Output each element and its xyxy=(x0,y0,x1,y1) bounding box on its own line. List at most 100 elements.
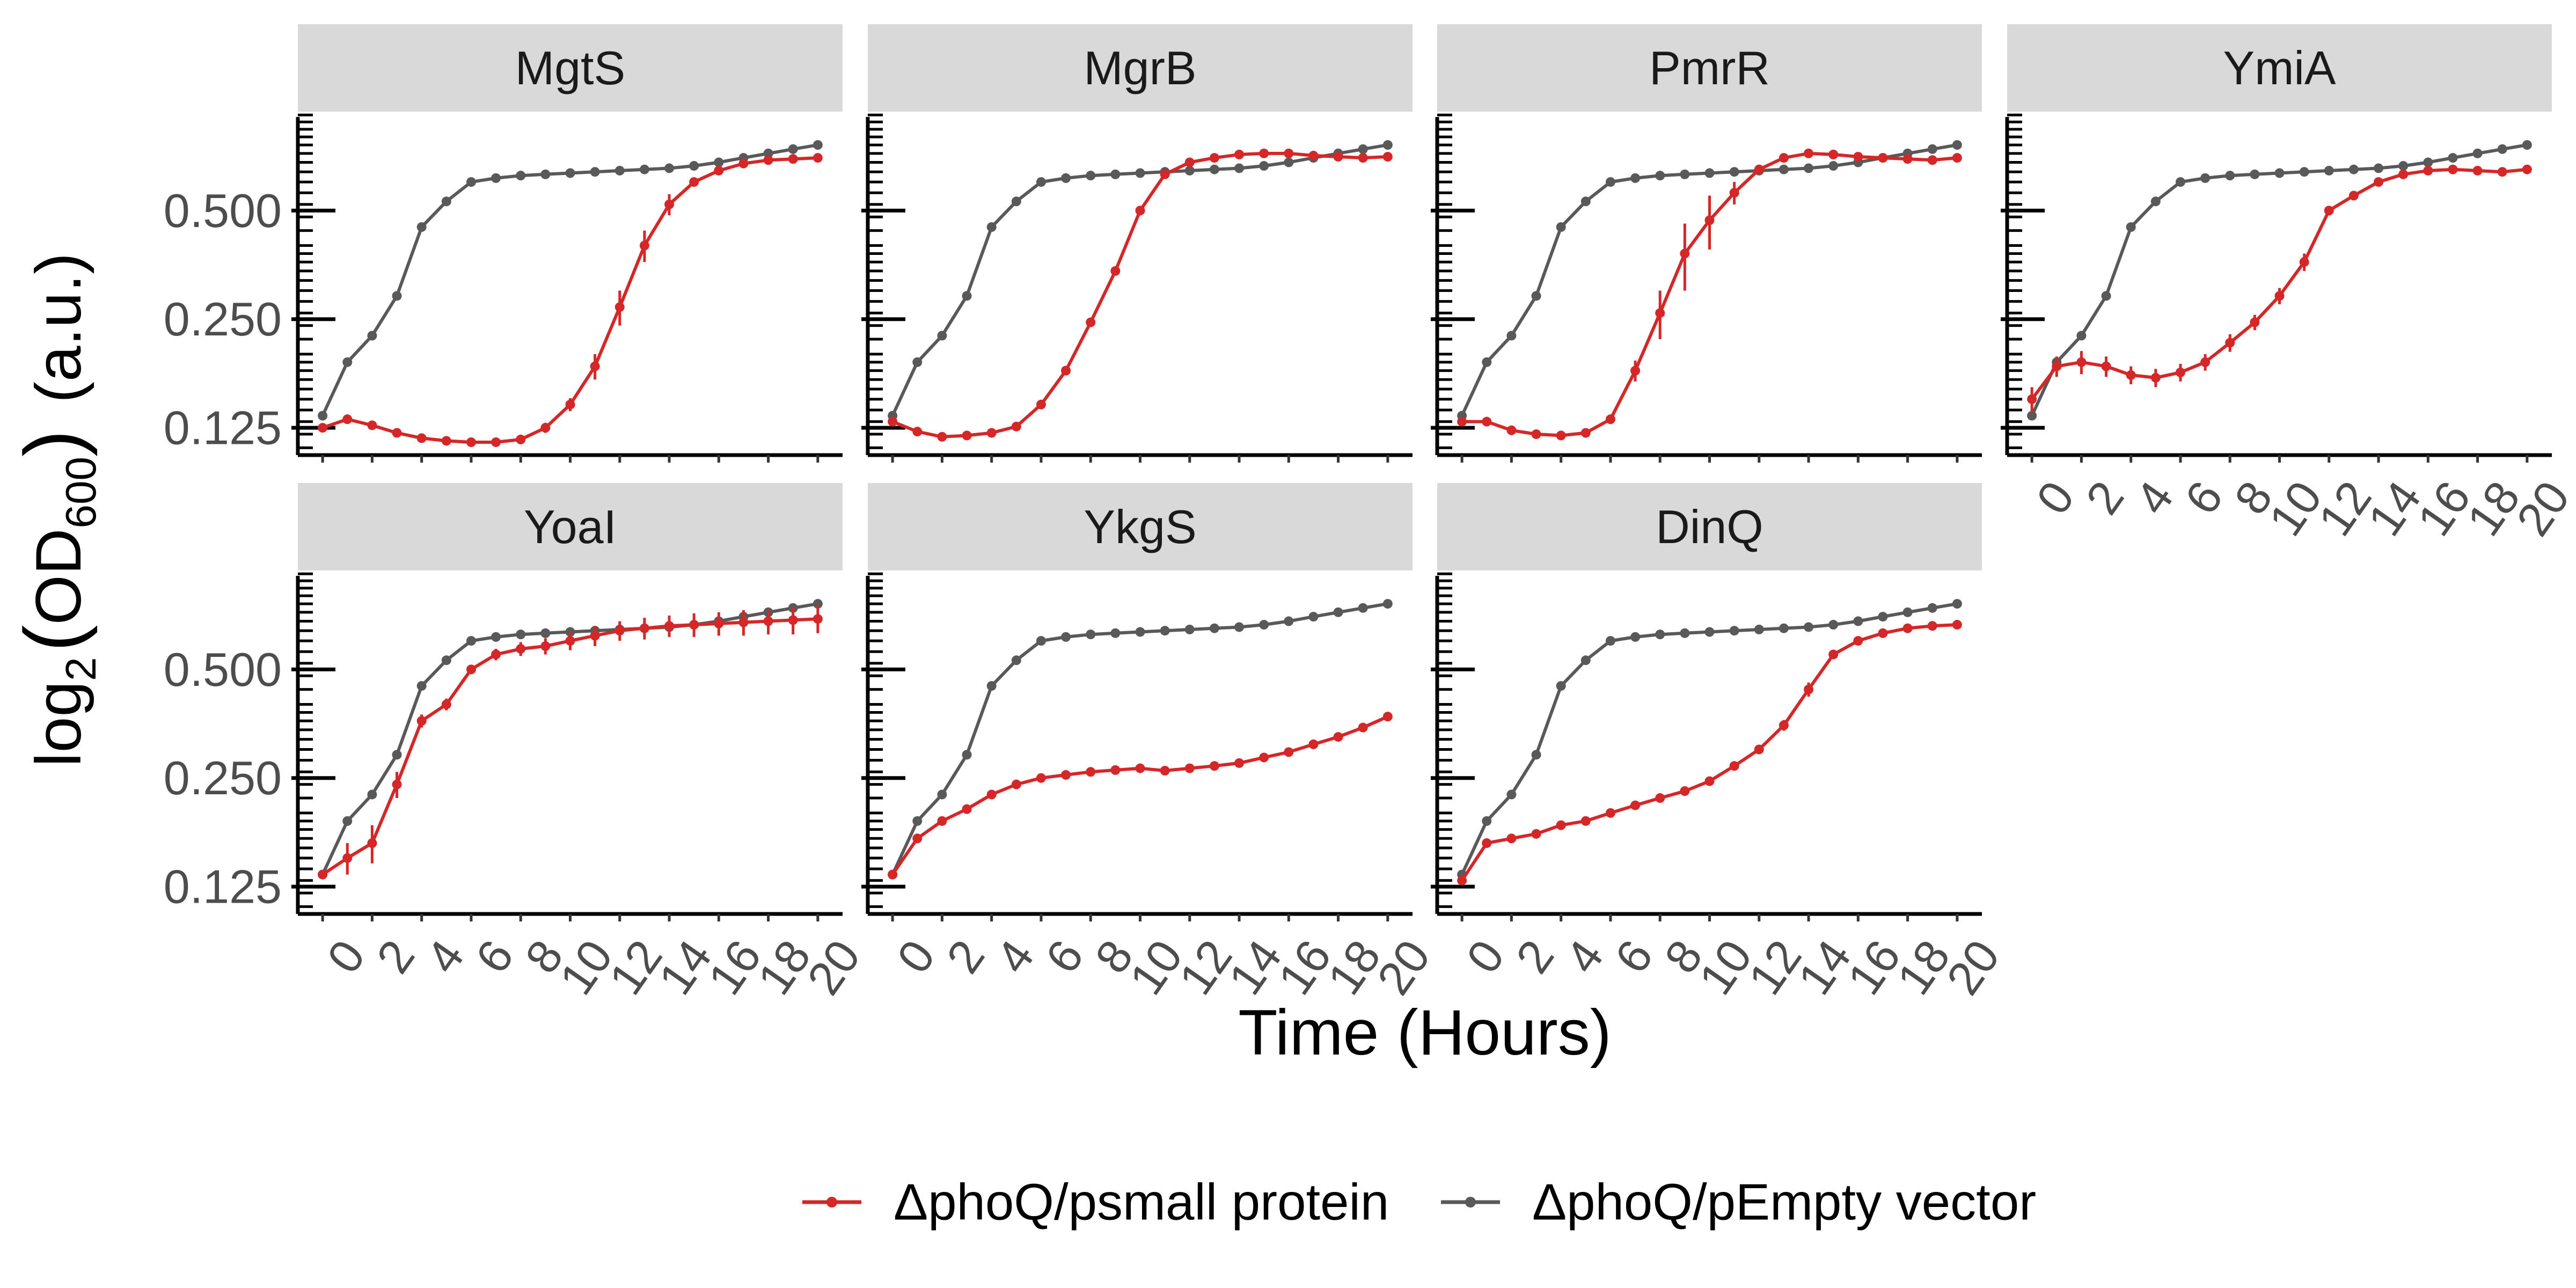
data-point xyxy=(491,173,501,183)
y-axis-title-od-sub: 600 xyxy=(57,457,105,528)
data-point xyxy=(1382,151,1393,162)
svg-text:log2(OD600)(a.u.): log2 (OD600) (a.u.) xyxy=(8,253,105,767)
data-point xyxy=(367,331,377,341)
data-point xyxy=(1630,173,1641,183)
data-point xyxy=(2448,164,2458,174)
data-point xyxy=(1878,153,1888,163)
facet-strip xyxy=(1437,483,1982,570)
data-point xyxy=(2324,165,2334,175)
data-point xyxy=(1011,196,1021,207)
data-point xyxy=(516,644,526,654)
data-point xyxy=(1927,144,1937,154)
data-point xyxy=(714,618,724,628)
data-point xyxy=(1184,763,1195,773)
data-point xyxy=(1729,167,1739,177)
data-point xyxy=(491,437,501,447)
data-point xyxy=(912,427,923,437)
data-point xyxy=(1234,758,1245,768)
data-point xyxy=(1531,750,1541,760)
data-point xyxy=(1927,621,1937,631)
data-point xyxy=(2101,361,2111,371)
data-point xyxy=(2398,161,2409,171)
data-point xyxy=(1680,786,1690,796)
data-point xyxy=(1655,171,1665,181)
data-point xyxy=(738,617,749,627)
data-point xyxy=(590,361,600,371)
y-tick-label: 0.125 xyxy=(164,860,282,913)
legend: ΔphoQ/psmall protein ΔphoQ/pEmpty vector xyxy=(802,1174,2036,1231)
data-point xyxy=(1086,317,1096,327)
series-small-protein xyxy=(2027,164,2532,413)
data-point xyxy=(1804,148,1814,158)
panel-mgts: MgtS 0.125 0.250 0.500 xyxy=(164,24,843,463)
data-point xyxy=(1482,357,1492,367)
data-point xyxy=(2052,361,2062,371)
data-point xyxy=(1234,622,1245,632)
y-axis-title-close: ) xyxy=(8,430,98,457)
data-point xyxy=(441,196,451,207)
data-point xyxy=(540,423,551,433)
data-point xyxy=(689,161,699,171)
data-point xyxy=(516,630,526,640)
y-tick-label: 0.250 xyxy=(164,292,282,346)
data-point xyxy=(590,167,600,177)
series-empty-vector xyxy=(318,599,823,880)
data-point xyxy=(813,140,823,150)
data-point xyxy=(986,428,997,438)
data-point xyxy=(2398,169,2409,179)
data-point xyxy=(1531,829,1541,839)
data-point xyxy=(1184,165,1195,175)
data-point xyxy=(788,154,798,164)
data-point xyxy=(1630,365,1641,376)
data-point xyxy=(2522,164,2532,174)
data-point xyxy=(664,621,675,631)
data-point xyxy=(912,357,923,367)
data-point xyxy=(1135,168,1145,178)
data-point xyxy=(1902,623,1913,633)
panel-pmrr: PmrR xyxy=(1431,24,1982,463)
data-point xyxy=(1061,632,1071,642)
series-small-protein xyxy=(1457,148,1962,441)
data-point xyxy=(664,163,675,173)
data-point xyxy=(1333,151,1343,162)
data-point xyxy=(1160,766,1170,776)
data-point xyxy=(763,616,773,626)
data-point xyxy=(2076,331,2087,341)
facet-strip xyxy=(868,24,1413,112)
data-point xyxy=(1754,164,1764,174)
data-point xyxy=(962,430,972,441)
data-point xyxy=(2101,291,2111,301)
data-point xyxy=(491,649,501,660)
data-point xyxy=(2274,168,2285,178)
data-point xyxy=(1853,636,1863,646)
data-point xyxy=(1605,636,1615,646)
series-small-protein xyxy=(888,148,1393,442)
data-point xyxy=(1209,761,1219,771)
data-point xyxy=(714,165,724,175)
facet-strip xyxy=(298,483,843,570)
data-point xyxy=(2200,357,2211,367)
data-point xyxy=(1580,655,1591,665)
data-point xyxy=(565,168,575,178)
data-point xyxy=(416,716,427,726)
data-point xyxy=(1952,599,1962,609)
data-point xyxy=(937,789,947,800)
data-point xyxy=(1779,164,1789,174)
data-point xyxy=(1358,722,1368,733)
data-point xyxy=(516,171,526,181)
legend-swatch-point xyxy=(1465,1197,1476,1208)
data-point xyxy=(1061,770,1071,780)
data-point xyxy=(1779,720,1789,730)
data-point xyxy=(1853,616,1863,626)
facet-title: MgtS xyxy=(515,41,625,94)
data-point xyxy=(1556,820,1566,830)
data-point xyxy=(1804,163,1814,173)
data-point xyxy=(1804,684,1814,694)
y-tick-label: 0.250 xyxy=(164,751,282,804)
data-point xyxy=(888,416,898,427)
data-point xyxy=(1333,732,1343,742)
data-point xyxy=(1061,173,1071,183)
data-point xyxy=(1506,331,1517,341)
data-point xyxy=(1110,628,1121,638)
